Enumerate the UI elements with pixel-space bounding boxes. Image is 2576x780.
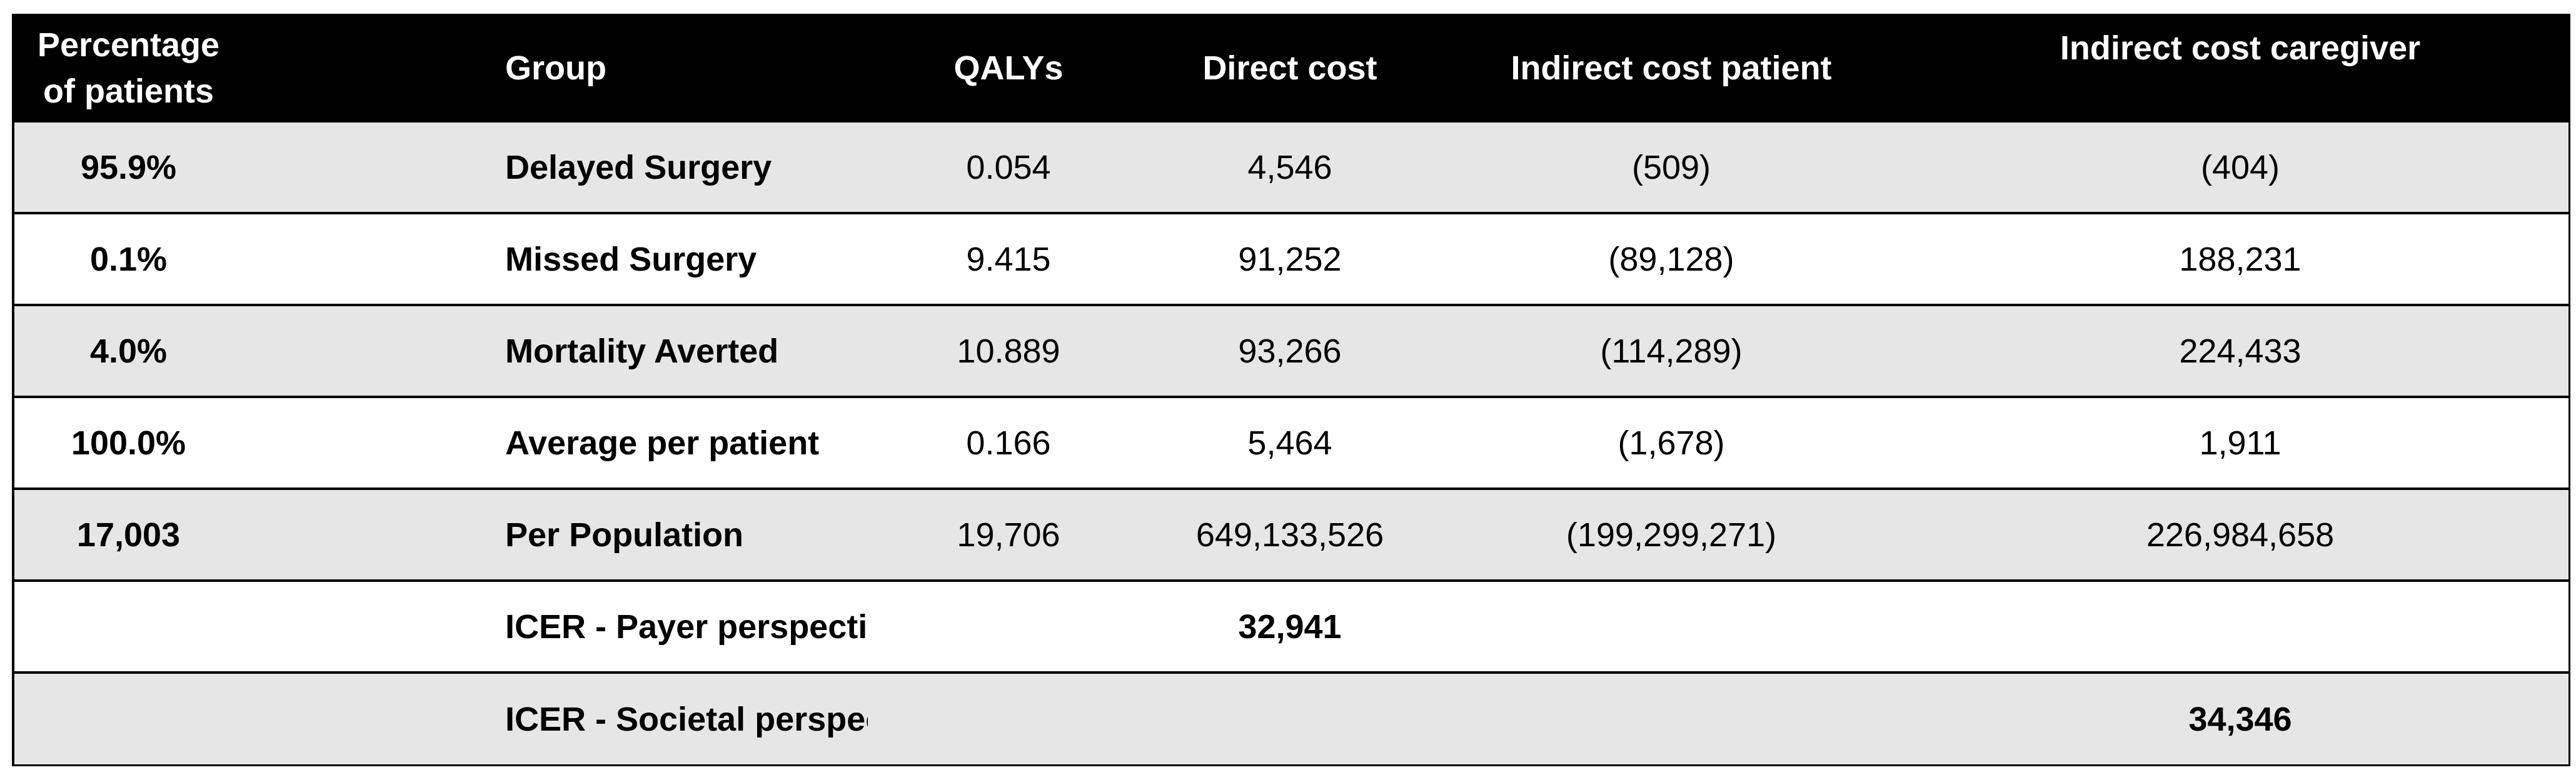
- cell-group: Mortality Averted: [505, 332, 779, 370]
- table-header: Percentage of patients Group QALYs Direc…: [14, 16, 2568, 121]
- cell-qalys: [868, 672, 1149, 764]
- cell-group: ICER - Societal perspective: [505, 700, 868, 738]
- cell-group: Average per patient: [505, 424, 820, 462]
- header-qalys: QALYs: [953, 49, 1064, 87]
- cell-indirect-patient: (114,289): [1600, 332, 1743, 370]
- table-row: ICER - Societal perspective 34,346: [14, 672, 2568, 764]
- cell-group: Delayed Surgery: [505, 148, 772, 186]
- cost-effectiveness-table: Percentage of patients Group QALYs Direc…: [14, 16, 2568, 764]
- cell-group: Missed Surgery: [505, 240, 757, 278]
- cell-indirect-caregiver: 226,984,658: [2146, 516, 2335, 554]
- cell-qalys: [868, 581, 1149, 672]
- cell-direct-cost: 649,133,526: [1195, 516, 1384, 554]
- cell-qalys: 19,706: [957, 516, 1060, 554]
- cell-direct-cost: 91,252: [1238, 240, 1342, 278]
- cell-percentage: 95.9%: [80, 148, 177, 186]
- cell-percentage: 4.0%: [89, 332, 168, 370]
- cell-indirect-patient: (509): [1631, 148, 1711, 186]
- cell-percentage: [14, 581, 243, 672]
- cell-indirect-patient: [1431, 581, 1912, 672]
- table-row: 17,003 Per Population 19,706 649,133,526…: [14, 489, 2568, 581]
- cell-direct-cost: 93,266: [1238, 332, 1342, 370]
- header-direct-cost: Direct cost: [1202, 49, 1377, 87]
- cell-qalys: 9.415: [966, 240, 1051, 278]
- cell-direct-cost: 5,464: [1247, 424, 1332, 462]
- header-indirect-caregiver: Indirect cost caregiver: [2060, 29, 2421, 67]
- table-row: ICER - Payer perspective 32,941: [14, 581, 2568, 672]
- results-table-container: Percentage of patients Group QALYs Direc…: [12, 14, 2570, 766]
- table-row: 0.1% Missed Surgery 9.415 91,252 (89,128…: [14, 213, 2568, 305]
- cell-percentage: 0.1%: [89, 240, 168, 278]
- cell-qalys: 0.166: [966, 424, 1051, 462]
- header-percentage: Percentage of patients: [37, 26, 220, 110]
- cell-indirect-caregiver: 34,346: [2188, 700, 2292, 738]
- cell-indirect-patient: (1,678): [1618, 424, 1725, 462]
- cell-percentage: [14, 672, 243, 764]
- cell-direct-cost: [1149, 672, 1431, 764]
- table-row: 95.9% Delayed Surgery 0.054 4,546 (509) …: [14, 121, 2568, 213]
- header-indirect-patient: Indirect cost patient: [1511, 49, 1832, 87]
- cell-direct-cost: 32,941: [1238, 608, 1342, 646]
- cell-group: Per Population: [505, 516, 744, 554]
- cell-indirect-caregiver: (404): [2200, 148, 2280, 186]
- cell-qalys: 10.889: [957, 332, 1060, 370]
- table-row: 100.0% Average per patient 0.166 5,464 (…: [14, 397, 2568, 489]
- cell-indirect-patient: (89,128): [1608, 240, 1734, 278]
- cell-percentage: 17,003: [76, 516, 181, 554]
- header-row: Percentage of patients Group QALYs Direc…: [14, 16, 2568, 121]
- table-row: 4.0% Mortality Averted 10.889 93,266 (11…: [14, 305, 2568, 397]
- cell-indirect-patient: (199,299,271): [1566, 516, 1777, 554]
- cell-direct-cost: 4,546: [1247, 148, 1332, 186]
- cell-indirect-caregiver: [1912, 581, 2568, 672]
- cell-percentage: 100.0%: [71, 424, 186, 462]
- header-group: Group: [505, 49, 606, 87]
- cell-indirect-caregiver: 224,433: [2179, 332, 2302, 370]
- table-body: 95.9% Delayed Surgery 0.054 4,546 (509) …: [14, 121, 2568, 764]
- cell-qalys: 0.054: [966, 148, 1051, 186]
- cell-indirect-patient: [1431, 672, 1912, 764]
- cell-indirect-caregiver: 1,911: [2199, 424, 2282, 462]
- cell-indirect-caregiver: 188,231: [2179, 240, 2302, 278]
- cell-group: ICER - Payer perspective: [505, 608, 868, 646]
